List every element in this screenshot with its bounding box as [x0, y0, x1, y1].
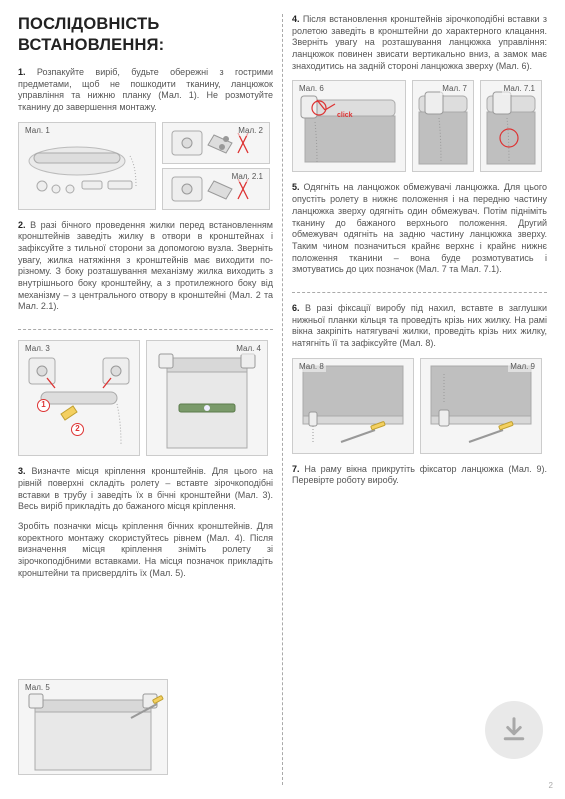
fig-3-label: Мал. 3: [23, 344, 52, 354]
fig-71-label: Мал. 7.1: [502, 84, 537, 94]
step-3b-text: Зробіть позначки місць кріплення бічних …: [18, 521, 273, 579]
fig-71-drawing: [483, 84, 539, 168]
horizontal-divider-left: [18, 329, 273, 330]
page-number: 2: [549, 781, 553, 791]
page-grid: ПОСЛІДОВНІСТЬ ВСТАНОВЛЕННЯ: 1. Розпакуйт…: [18, 14, 547, 785]
fig-5-label: Мал. 5: [23, 683, 52, 693]
fig-9-label: Мал. 9: [508, 362, 537, 372]
fig-21-label: Мал. 2.1: [230, 172, 265, 182]
fig-4-label: Мал. 4: [234, 344, 263, 354]
fig-6-drawing: [295, 84, 403, 168]
fig-9-drawing: [423, 362, 539, 450]
right-column: 4. Після встановлення кронштейнів зірочк…: [292, 14, 547, 785]
figure-6: Мал. 6 click: [292, 80, 406, 172]
figure-2-1: Мал. 2.1: [162, 168, 270, 210]
step-1-body: Розпакуйте виріб, будьте обережні з гост…: [18, 67, 273, 112]
left-column: ПОСЛІДОВНІСТЬ ВСТАНОВЛЕННЯ: 1. Розпакуйт…: [18, 14, 273, 785]
fig-4-drawing: [149, 344, 265, 452]
fig-8-drawing: [295, 362, 411, 450]
step-2-text: 2. В разі бічного проведення жилки перед…: [18, 220, 273, 314]
step-7-text: 7. На раму вікна прикрутіть фіксатор лан…: [292, 464, 547, 487]
fig-6-label: Мал. 6: [297, 84, 326, 94]
fig-8-label: Мал. 8: [297, 362, 326, 372]
page-title: ПОСЛІДОВНІСТЬ ВСТАНОВЛЕННЯ:: [18, 14, 273, 57]
fig-row-5: Мал. 8 Мал. 9: [292, 358, 547, 454]
click-label: click: [337, 111, 353, 120]
fig-row-4: Мал. 6 click Мал. 7: [292, 80, 547, 172]
figure-4: Мал. 4: [146, 340, 268, 456]
horizontal-divider-right: [292, 292, 547, 293]
vertical-divider: [282, 14, 283, 785]
step-6-text: 6. В разі фіксації виробу під нахил, вст…: [292, 303, 547, 350]
step-7-body: На раму вікна прикрутіть фіксатор ланцюж…: [292, 464, 547, 486]
step-6-body: В разі фіксації виробу під нахил, вставт…: [292, 303, 547, 348]
fig-row-2: Мал. 3 1 2 Мал. 4: [18, 340, 273, 456]
fig-7-drawing: [415, 84, 471, 168]
fig-3-drawing: [21, 344, 137, 452]
step-5-body: Одягніть на ланцюжок обмежувачі ланцюжка…: [292, 182, 547, 274]
step-4-body: Після встановлення кронштейнів зірочкопо…: [292, 14, 547, 71]
watermark-icon: [485, 701, 543, 759]
fig-1-drawing: [22, 131, 152, 201]
step-4-text: 4. Після встановлення кронштейнів зірочк…: [292, 14, 547, 72]
fig-1-label: Мал. 1: [23, 126, 52, 136]
step-5-text: 5. Одягніть на ланцюжок обмежувачі ланцю…: [292, 182, 547, 276]
fig-row-1: Мал. 1 Мал. 2: [18, 122, 273, 210]
figure-2: Мал. 2: [162, 122, 270, 164]
step-3a-text: 3. Визначте місця кріплення кронштейнів.…: [18, 466, 273, 513]
fig-2-stack: Мал. 2 Мал. 2.1: [162, 122, 270, 210]
figure-7-1: Мал. 7.1: [480, 80, 542, 172]
figure-5: Мал. 5: [18, 679, 168, 775]
figure-8: Мал. 8: [292, 358, 414, 454]
figure-7: Мал. 7: [412, 80, 474, 172]
step-3a-body: Визначте місця кріплення кронштейнів. Дл…: [18, 466, 273, 511]
figure-1: Мал. 1: [18, 122, 156, 210]
fig-5-drawing: [21, 682, 165, 772]
fig-2-label: Мал. 2: [236, 126, 265, 136]
figure-9: Мал. 9: [420, 358, 542, 454]
step-2-body: В разі бічного проведення жилки перед вс…: [18, 220, 273, 312]
fig-row-3: Мал. 5: [18, 679, 273, 775]
fig-7-label: Мал. 7: [440, 84, 469, 94]
step-1-text: 1. Розпакуйте виріб, будьте обережні з г…: [18, 67, 273, 114]
figure-3: Мал. 3 1 2: [18, 340, 140, 456]
